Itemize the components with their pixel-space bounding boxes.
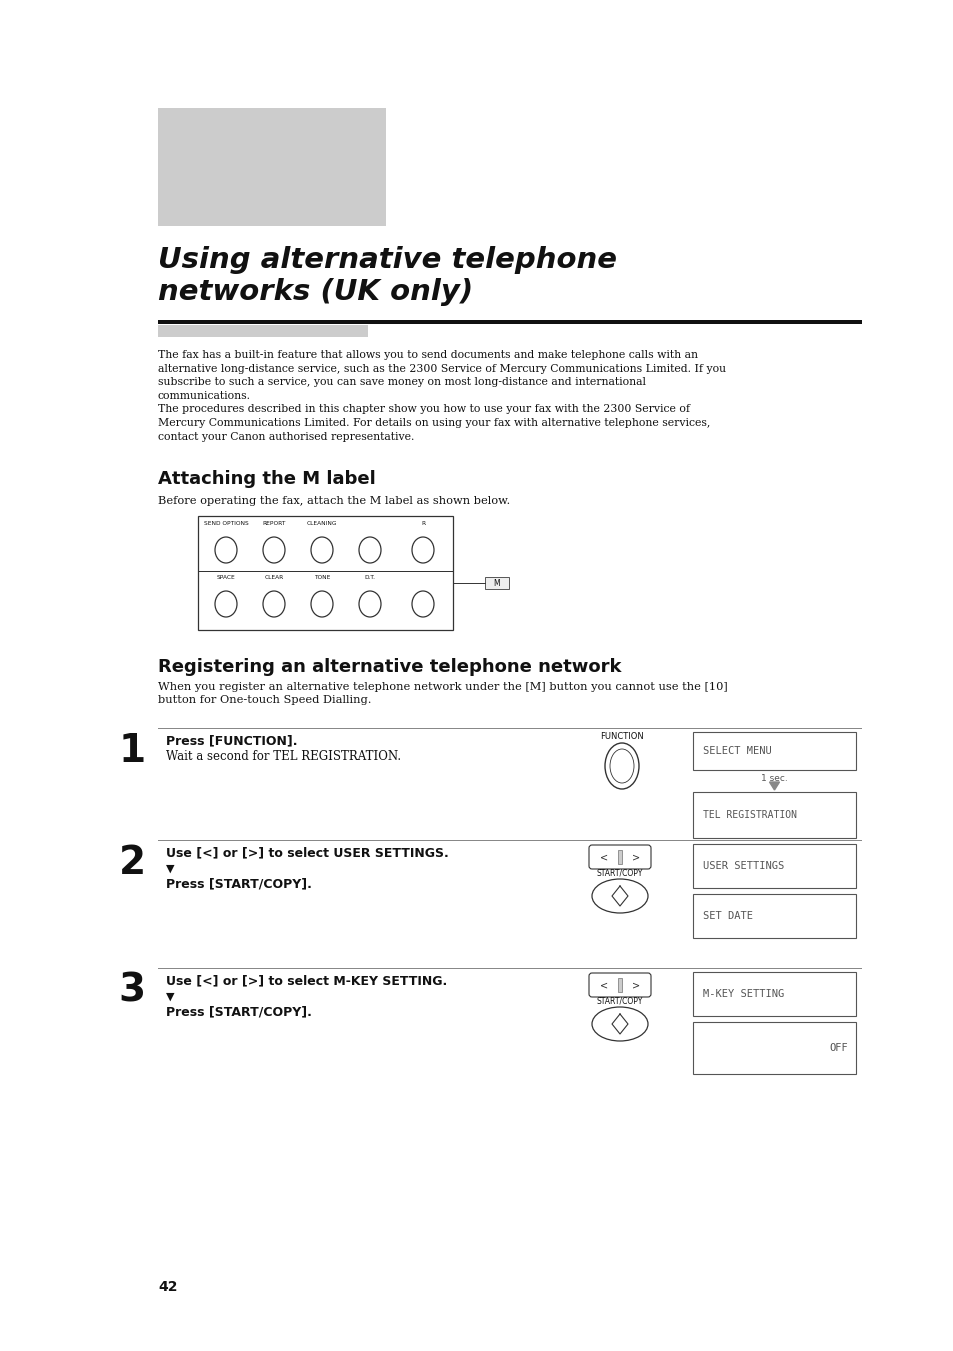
Text: SELECT MENU: SELECT MENU — [702, 746, 771, 757]
Text: CLEAR: CLEAR — [264, 576, 283, 580]
Bar — [158, 320, 862, 323]
Bar — [692, 1021, 855, 1074]
Text: FUNCTION: FUNCTION — [599, 732, 643, 740]
Text: Use [<] or [>] to select M-KEY SETTING.: Use [<] or [>] to select M-KEY SETTING. — [166, 974, 447, 988]
Text: M-KEY SETTING: M-KEY SETTING — [702, 989, 783, 998]
Text: TONE: TONE — [314, 576, 330, 580]
Text: Registering an alternative telephone network: Registering an alternative telephone net… — [158, 658, 620, 676]
Polygon shape — [769, 782, 779, 790]
FancyBboxPatch shape — [588, 973, 650, 997]
Text: The fax has a built-in feature that allows you to send documents and make teleph: The fax has a built-in feature that allo… — [158, 350, 725, 442]
Text: M: M — [493, 578, 499, 588]
Text: 1 sec.: 1 sec. — [760, 774, 787, 784]
Bar — [158, 326, 368, 336]
Text: Using alternative telephone: Using alternative telephone — [158, 246, 617, 274]
Text: USER SETTINGS: USER SETTINGS — [702, 861, 783, 871]
Text: TEL REGISTRATION: TEL REGISTRATION — [702, 811, 796, 820]
Bar — [618, 850, 621, 865]
Bar — [692, 844, 855, 888]
Text: SPACE: SPACE — [216, 576, 235, 580]
Text: >: > — [631, 979, 639, 990]
Text: When you register an alternative telephone network under the [M] button you cann: When you register an alternative telepho… — [158, 682, 727, 705]
FancyBboxPatch shape — [588, 844, 650, 869]
Bar — [198, 516, 453, 630]
Text: Use [<] or [>] to select USER SETTINGS.: Use [<] or [>] to select USER SETTINGS. — [166, 846, 448, 859]
Bar — [158, 108, 386, 226]
Bar — [692, 971, 855, 1016]
Text: REPORT: REPORT — [262, 521, 285, 526]
Text: 42: 42 — [158, 1279, 177, 1294]
Bar — [484, 577, 509, 589]
Text: 3: 3 — [119, 971, 146, 1011]
Text: R: R — [420, 521, 425, 526]
Bar — [618, 978, 621, 992]
Text: SET DATE: SET DATE — [702, 911, 752, 921]
Text: SEND OPTIONS: SEND OPTIONS — [203, 521, 248, 526]
Text: ▼: ▼ — [166, 865, 174, 874]
Text: >: > — [631, 852, 639, 862]
Text: OFF: OFF — [828, 1043, 847, 1052]
Text: <: < — [599, 852, 607, 862]
Text: START/COPY: START/COPY — [597, 867, 642, 877]
Text: D.T.: D.T. — [364, 576, 375, 580]
Text: <: < — [599, 979, 607, 990]
Text: ▼: ▼ — [166, 992, 174, 1002]
Text: Press [START/COPY].: Press [START/COPY]. — [166, 877, 312, 890]
Text: Press [FUNCTION].: Press [FUNCTION]. — [166, 734, 297, 747]
Text: networks (UK only): networks (UK only) — [158, 278, 473, 305]
Text: Press [START/COPY].: Press [START/COPY]. — [166, 1005, 312, 1019]
Bar — [692, 792, 855, 838]
Text: 1: 1 — [119, 732, 146, 770]
Bar — [692, 894, 855, 938]
Text: START/COPY: START/COPY — [597, 996, 642, 1005]
Bar — [692, 732, 855, 770]
Text: Attaching the M label: Attaching the M label — [158, 470, 375, 488]
Text: 2: 2 — [119, 844, 146, 882]
Text: Before operating the fax, attach the M label as shown below.: Before operating the fax, attach the M l… — [158, 496, 510, 507]
Text: Wait a second for TEL REGISTRATION.: Wait a second for TEL REGISTRATION. — [166, 750, 400, 763]
Text: CLEANING: CLEANING — [307, 521, 337, 526]
